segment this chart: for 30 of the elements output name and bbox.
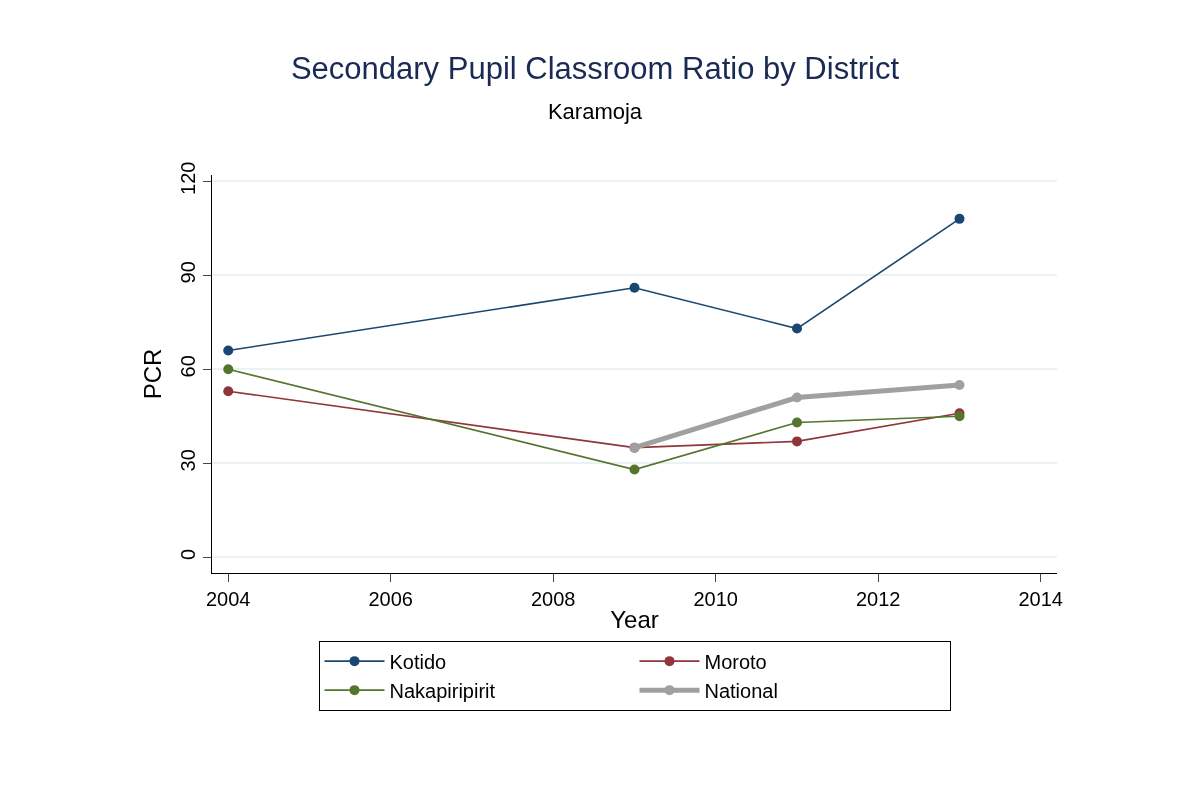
chart-title: Secondary Pupil Classroom Ratio by District: [290, 50, 900, 86]
point: [792, 417, 802, 428]
x-tick-label: 2006: [368, 588, 413, 610]
point: [223, 386, 234, 397]
point: [223, 364, 234, 375]
point: [629, 282, 640, 293]
point: [223, 345, 234, 356]
point: [792, 323, 802, 334]
point: [792, 436, 802, 447]
legend-label: Moroto: [704, 650, 767, 673]
y-tick-label: 90: [177, 261, 199, 284]
point: [629, 464, 640, 475]
x-tick-label: 2012: [856, 588, 901, 610]
x-tick-label: 2008: [531, 588, 576, 610]
legend-label: Nakapiripirit: [389, 679, 496, 702]
x-axis-title: Year: [610, 606, 659, 634]
x-tick-label: 2014: [1018, 588, 1063, 610]
x-tick-label: 2004: [206, 588, 251, 610]
point: [954, 379, 965, 390]
y-tick-label: 0: [177, 548, 199, 560]
legend-label: Kotido: [389, 650, 447, 673]
legend-label: National: [704, 679, 778, 702]
chart-subtitle: Karamoja: [547, 99, 643, 124]
point: [954, 213, 965, 224]
y-tick-label: 120: [177, 161, 199, 195]
y-axis-title: PCR: [139, 348, 167, 400]
y-tick-label: 30: [177, 449, 199, 472]
point: [792, 392, 802, 403]
y-tick-label: 60: [177, 355, 199, 378]
x-tick-label: 2010: [693, 588, 738, 610]
